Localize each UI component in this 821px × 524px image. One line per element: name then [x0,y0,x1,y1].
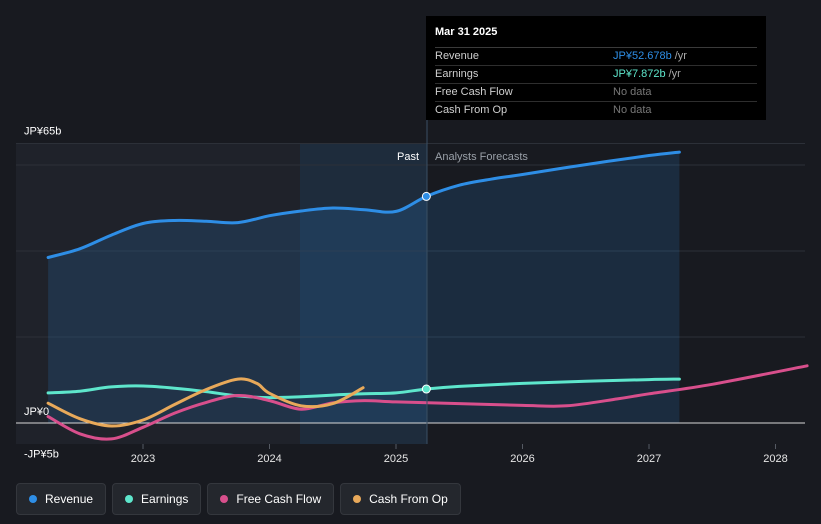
revenue-line [46,150,681,259]
gridlines [16,143,805,338]
tooltip-unit: /yr [668,68,681,80]
tooltip-value: JP¥52.678b [613,50,672,62]
legend-label: Revenue [45,492,94,506]
x-tick-label: 2024 [257,453,281,465]
legend-dot-icon [353,495,362,503]
y-tick-label: -JP¥5b [24,449,59,461]
tooltip-value: No data [613,104,652,116]
x-tick-labels: 2023 2024 2025 2026 2027 2028 [131,444,788,465]
legend-label: Free Cash Flow [236,492,322,506]
earnings-marker [421,384,431,394]
legend-item-earnings[interactable]: Earnings [112,483,202,515]
tooltip-value: No data [613,86,652,98]
x-tick-label: 2028 [763,453,787,465]
x-tick-label: 2023 [131,453,155,465]
tooltip-unit: /yr [674,50,687,62]
tooltip-row-revenue: Revenue JP¥52.678b /yr [435,48,757,66]
revenue-marker [421,191,431,201]
tooltip-row-cash-from-op: Cash From Op No data [435,102,757,119]
y-tick-label: JP¥0 [24,406,49,418]
x-tick-label: 2027 [637,453,661,465]
legend-dot-icon [125,495,134,503]
tooltip-value: JP¥7.872b [613,68,666,80]
tooltip-row-earnings: Earnings JP¥7.872b /yr [435,66,757,84]
past-label: Past [397,151,419,163]
tooltip-label: Earnings [435,68,479,80]
tooltip-date: Mar 31 2025 [435,25,757,48]
tooltip: Mar 31 2025 Revenue JP¥52.678b /yr Earni… [426,16,766,120]
forecast-label: Analysts Forecasts [435,151,528,163]
legend: Revenue Earnings Free Cash Flow Cash Fro… [16,483,461,515]
tooltip-label: Revenue [435,50,480,62]
revenue-area [48,152,680,423]
cash-from-op-line [46,377,365,428]
series-areas [48,152,680,423]
earnings-line [46,377,681,400]
legend-label: Earnings [141,492,189,506]
x-tick-label: 2025 [384,453,408,465]
y-tick-label: JP¥65b [24,126,61,138]
tooltip-label: Cash From Op [435,104,508,116]
legend-dot-icon [220,495,229,503]
x-tick-label: 2026 [510,453,534,465]
legend-item-cash-from-op[interactable]: Cash From Op [340,483,461,515]
tooltip-row-free-cash-flow: Free Cash Flow No data [435,84,757,102]
hover-markers [421,191,431,394]
y-tick-labels: JP¥65b JP¥0 -JP¥5b [24,126,61,461]
forecast-background [427,144,805,444]
series-lines [46,150,809,441]
legend-item-revenue[interactable]: Revenue [16,483,107,515]
legend-dot-icon [29,495,37,503]
tooltip-label: Free Cash Flow [435,86,513,98]
legend-item-free-cash-flow[interactable]: Free Cash Flow [207,483,335,515]
legend-label: Cash From Op [369,492,448,506]
